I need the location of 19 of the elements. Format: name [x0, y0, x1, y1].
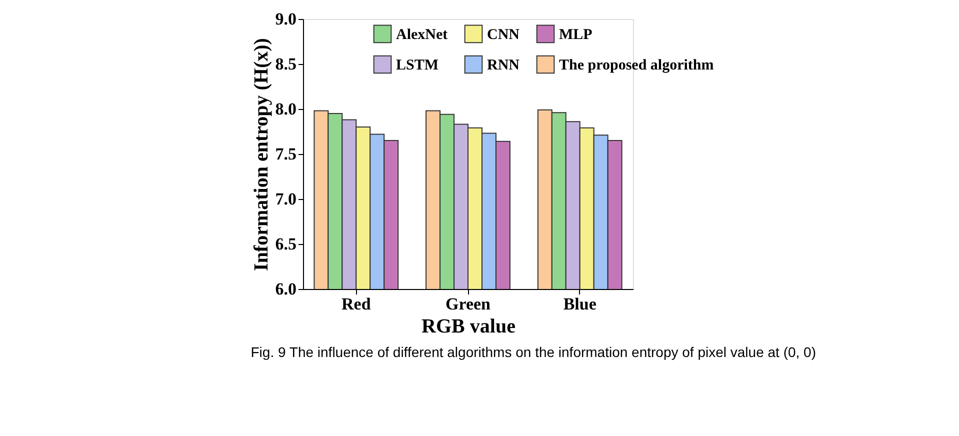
legend-label: RNN — [487, 58, 520, 74]
legend-label: CNN — [487, 26, 520, 43]
x-tick-label: Red — [341, 294, 372, 314]
x-tick-label: Blue — [563, 294, 597, 314]
y-tick-label: 6.0 — [275, 280, 296, 298]
legend-label: MLP — [559, 26, 592, 43]
x-axis-title: RGB value — [422, 316, 516, 338]
y-tick-label: 7.0 — [275, 190, 296, 208]
legend-label: LSTM — [396, 58, 439, 74]
y-axis-title: Information entropy (H(x)) — [250, 38, 272, 271]
x-tick-label: Green — [445, 294, 492, 314]
y-tick-label: 8.5 — [275, 54, 296, 74]
y-tick-label: 8.0 — [275, 100, 296, 118]
y-tick-label: 6.5 — [275, 234, 296, 254]
legend-label: The proposed algorithm — [559, 58, 714, 74]
y-tick-label: 7.5 — [275, 144, 296, 164]
caption: Fig. 9 The influence of different algorithms on the information entropy of pixel value at (0, 0) — [250, 344, 816, 360]
y-tick-label: 9.0 — [275, 10, 296, 28]
legend-label: AlexNet — [396, 26, 448, 43]
